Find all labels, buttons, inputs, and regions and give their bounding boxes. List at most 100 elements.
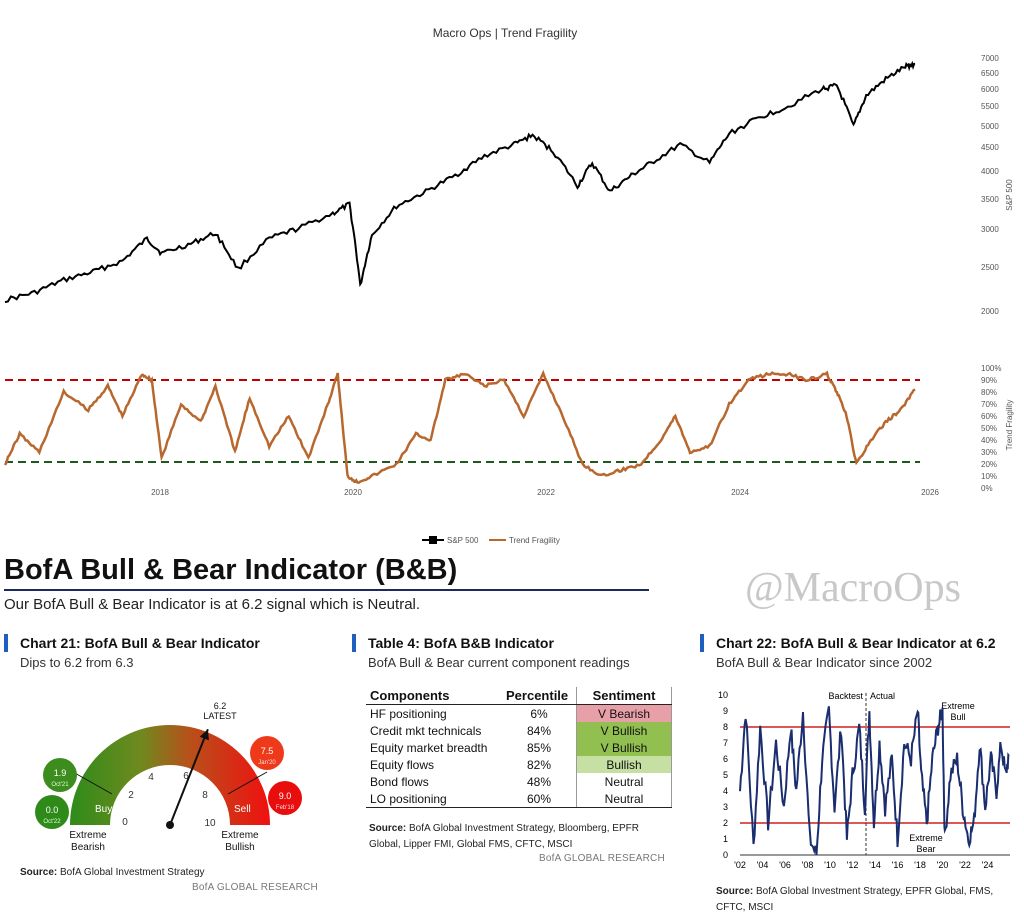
tf-axis-label: Trend Fragility: [1005, 400, 1014, 451]
bofa-heading: BofA Bull & Bear Indicator (B&B): [4, 554, 649, 591]
sp-tick: 5500: [981, 102, 999, 111]
sentiment-cell: Bullish: [576, 756, 672, 773]
extreme-bull-1: Extreme: [941, 701, 975, 711]
x-tick: '12: [847, 860, 859, 870]
extreme-bearish-1: Extreme: [69, 830, 107, 841]
x-axis: 2018 2020 2022 2024 2026: [151, 488, 939, 497]
table-row: HF positioning 6% V Bearish: [366, 704, 672, 722]
sp-tick: 3000: [981, 225, 999, 234]
gauge-tick: 6: [183, 771, 189, 782]
percentile-cell: 6%: [530, 706, 548, 721]
x-tick: '16: [892, 860, 904, 870]
tf-tick: 90%: [981, 376, 997, 385]
extreme-bear-2: Bear: [916, 844, 935, 854]
x-tick: '06: [779, 860, 791, 870]
bubble-date: Oct'22: [43, 819, 61, 825]
chart21-source: Source: BofA Global Investment Strategy: [20, 867, 205, 878]
gauge-tick: 10: [204, 818, 216, 829]
sell-label: Sell: [234, 804, 251, 815]
x-tick: '20: [937, 860, 949, 870]
x-tick: 2024: [731, 488, 749, 497]
y-tick: 5: [723, 770, 728, 780]
sell-zone-divider: [227, 771, 268, 795]
source-label: Source:: [369, 823, 407, 834]
component-cell: Bond flows: [370, 774, 429, 789]
actual-label: Actual: [870, 691, 895, 701]
sentiment-cell: V Bullish: [576, 722, 672, 739]
sp-tick: 2500: [981, 263, 999, 272]
extreme-bear-1: Extreme: [909, 833, 943, 843]
latest-label: LATEST: [203, 711, 237, 721]
legend-trend-fragility: Trend Fragility: [509, 536, 560, 545]
table4-brand: BofA GLOBAL RESEARCH: [539, 853, 665, 864]
chart22-subtitle: BofA Bull & Bear Indicator since 2002: [716, 655, 933, 670]
x-tick: '04: [757, 860, 769, 870]
tf-tick: 10%: [981, 472, 997, 481]
source-label: Source:: [20, 867, 58, 878]
legend: S&P 500 Trend Fragility: [422, 536, 560, 545]
buy-label: Buy: [95, 804, 112, 815]
sentiment-cell: V Bearish: [576, 704, 672, 722]
x-tick: '02: [734, 860, 746, 870]
chart22-source: Source: BofA Global Investment Strategy,…: [716, 884, 1016, 916]
y-tick: 2: [723, 818, 728, 828]
bubble-value: 9.0: [279, 791, 292, 801]
source-text: BofA Global Investment Strategy, Bloombe…: [369, 823, 639, 850]
sp-axis-label: S&P 500: [1005, 179, 1014, 211]
chart22-title: Chart 22: BofA Bull & Bear Indicator at …: [700, 634, 996, 652]
chart21-brand: BofA GLOBAL RESEARCH: [192, 882, 318, 893]
backtest-label: Backtest: [828, 691, 863, 701]
table-row: Equity flows 82% Bullish: [366, 756, 672, 773]
table4-source: Source: BofA Global Investment Strategy,…: [369, 821, 659, 853]
gauge-tick: 8: [202, 790, 208, 801]
source-text: BofA Global Investment Strategy: [60, 867, 205, 878]
sp-tick: 6000: [981, 85, 999, 94]
trend-fragility-chart: Macro Ops | Trend Fragility 7000 6500 60…: [3, 26, 1014, 545]
tf-y-axis: 100% 90% 80% 70% 60% 50% 40% 30% 20% 10%…: [981, 364, 1001, 493]
gauge-chart: Buy Sell 0 2 4 6 8 10 6.2 LATEST Extreme…: [35, 701, 302, 853]
x-tick: '10: [824, 860, 836, 870]
table-header-row: Components Percentile Sentiment: [366, 687, 672, 705]
x-tick: '22: [959, 860, 971, 870]
y-tick: 6: [723, 754, 728, 764]
component-cell: Equity market breadth: [370, 740, 488, 755]
bubble-value: 0.0: [46, 805, 59, 815]
gauge-pivot: [166, 821, 174, 829]
extreme-bullish-1: Extreme: [221, 830, 259, 841]
header-sentiment: Sentiment: [576, 687, 672, 705]
gauge-needle-head: [199, 729, 209, 741]
tf-tick: 70%: [981, 400, 997, 409]
extreme-bullish-2: Bullish: [225, 842, 254, 853]
y-tick: 0: [723, 850, 728, 860]
tf-tick: 50%: [981, 424, 997, 433]
extreme-bull-2: Bull: [950, 712, 965, 722]
gauge-arc: [70, 725, 270, 825]
gauge-tick: 4: [148, 772, 154, 783]
table4-subtitle: BofA Bull & Bear current component readi…: [368, 655, 630, 670]
y-tick: 7: [723, 738, 728, 748]
latest-value: 6.2: [214, 701, 227, 711]
y-tick: 4: [723, 786, 728, 796]
component-cell: Credit mkt technicals: [370, 723, 482, 738]
bubble-oct21: 1.9 Oct'21: [43, 758, 77, 792]
gauge-needle: [169, 728, 209, 826]
sentiment-cell: Neutral: [576, 790, 672, 808]
percentile-cell: 84%: [526, 723, 552, 738]
bofa-subheading: Our BofA Bull & Bear Indicator is at 6.2…: [4, 596, 421, 613]
x-tick: '24: [982, 860, 994, 870]
sp-tick: 4500: [981, 143, 999, 152]
y-tick: 3: [723, 802, 728, 812]
tf-tick: 80%: [981, 388, 997, 397]
chart-title: Macro Ops | Trend Fragility: [433, 26, 578, 40]
x-tick: '08: [802, 860, 814, 870]
table-row: Equity market breadth 85% V Bullish: [366, 739, 672, 756]
source-text: BofA Global Investment Strategy, EPFR Gl…: [716, 886, 994, 913]
components-table: Components Percentile Sentiment HF posit…: [366, 687, 672, 808]
x-tick: '14: [869, 860, 881, 870]
bubble-date: Oct'21: [51, 782, 69, 788]
legend-sp500: S&P 500: [447, 536, 479, 545]
x-tick: 2020: [344, 488, 362, 497]
table-row: LO positioning 60% Neutral: [366, 790, 672, 808]
